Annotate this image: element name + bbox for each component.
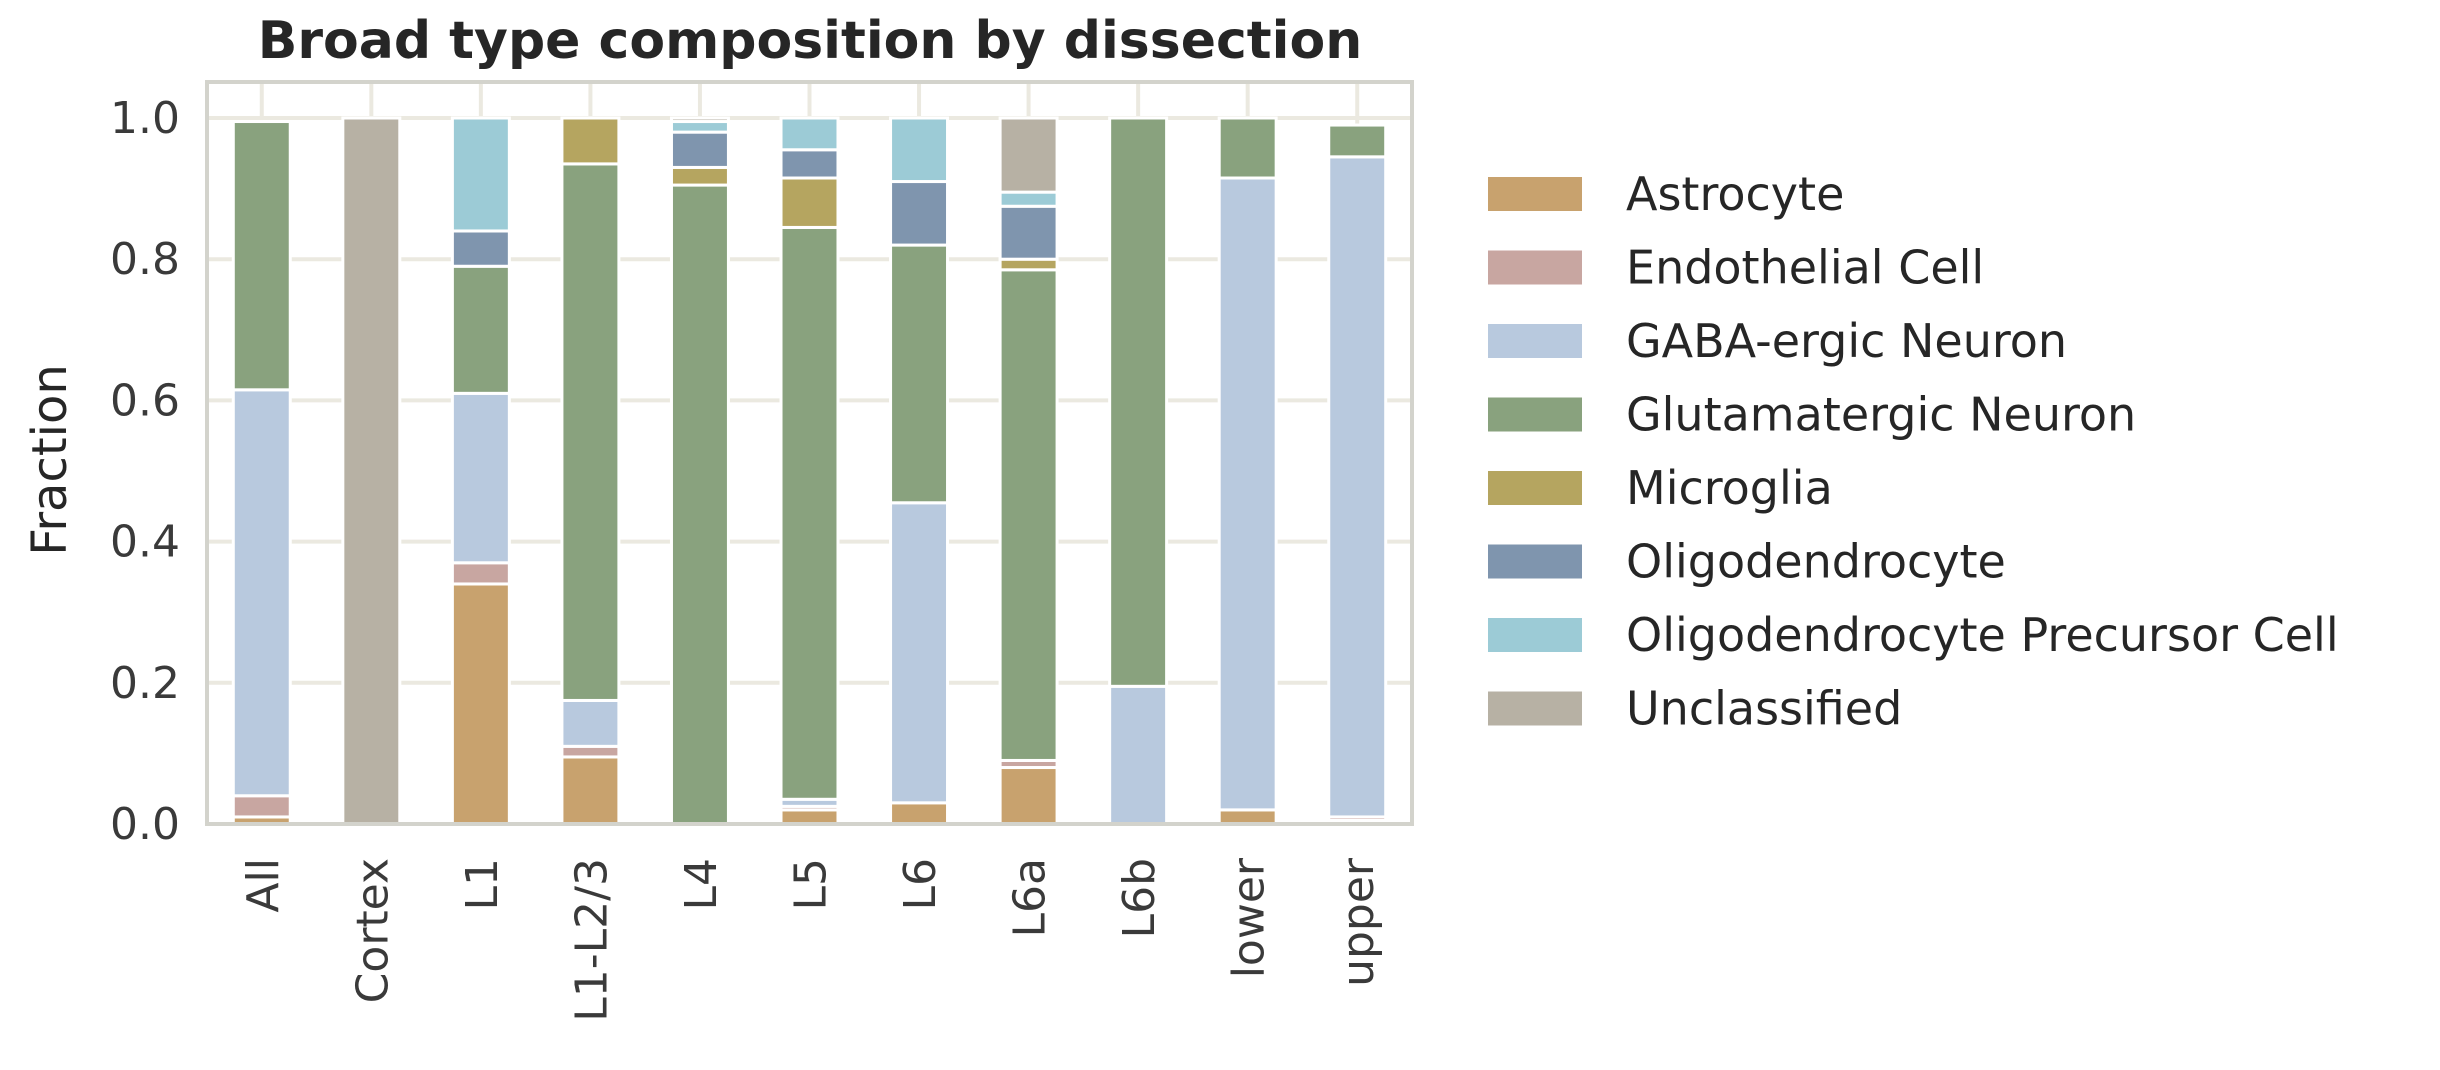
bar-segment	[1217, 116, 1278, 180]
x-tick-label: All	[238, 858, 289, 913]
bar-segment	[998, 204, 1059, 261]
bar-segment	[1327, 155, 1388, 819]
bar-segment	[560, 744, 621, 759]
chart-title: Broad type composition by dissection	[258, 11, 1362, 71]
bar-segment	[450, 391, 511, 565]
bar-segment	[998, 116, 1059, 194]
x-tick-label: L5	[786, 858, 837, 911]
bar-segment	[450, 229, 511, 268]
bar-segment	[779, 176, 840, 229]
bar-segment	[1327, 123, 1388, 159]
legend-label: Endothelial Cell	[1626, 241, 1984, 295]
bar-segment	[669, 130, 730, 169]
bar-segment	[1108, 684, 1169, 826]
bar-segment	[779, 148, 840, 180]
legend: Astrocyte Endothelial Cell GABA-ergic Neur…	[1488, 167, 2339, 736]
legend-label: Unclassified	[1626, 682, 1902, 736]
bar-segment	[450, 582, 511, 826]
x-tick-label: upper	[1333, 857, 1384, 987]
bar-segment	[560, 698, 621, 748]
y-tick-label: 0.4	[110, 517, 180, 568]
bar-segment	[889, 501, 950, 805]
legend-label: Astrocyte	[1626, 167, 1844, 221]
bar-segment	[889, 243, 950, 505]
y-axis-label: Fraction	[22, 364, 78, 556]
legend-swatch	[1488, 177, 1582, 211]
bar-segment	[1217, 808, 1278, 826]
legend-label: Oligodendrocyte	[1626, 535, 2006, 589]
x-tick-label: L1	[457, 858, 508, 911]
bar-segment	[669, 120, 730, 134]
legend-label: Oligodendrocyte Precursor Cell	[1626, 608, 2339, 662]
y-ticks: 0.0 0.2 0.4 0.6 0.8 1.0	[110, 93, 180, 850]
bar-segment	[450, 561, 511, 586]
legend-swatch	[1488, 618, 1582, 652]
y-tick-label: 0.6	[110, 375, 180, 426]
bar-segment	[231, 120, 292, 392]
bar-segment	[669, 183, 730, 826]
x-tick-label: L1-L2/3	[566, 858, 617, 1022]
bar-segment	[889, 116, 950, 184]
bar-segment	[669, 165, 730, 187]
y-tick-label: 0.0	[110, 799, 180, 850]
y-tick-label: 0.8	[110, 234, 180, 285]
bar-segment	[450, 264, 511, 395]
x-tick-label: L6b	[1114, 858, 1165, 938]
bar-segment	[560, 755, 621, 826]
legend-label: Glutamatergic Neuron	[1626, 388, 2136, 442]
bar-segment	[998, 257, 1059, 272]
x-tick-label: L6a	[1005, 858, 1056, 937]
y-tick-label: 0.2	[110, 658, 180, 709]
legend-swatch	[1488, 471, 1582, 505]
bar-segment	[998, 268, 1059, 762]
x-tick-label: Cortex	[347, 858, 398, 1003]
legend-label: GABA-ergic Neuron	[1626, 314, 2067, 368]
bar-segment	[998, 190, 1059, 208]
x-tick-label: lower	[1224, 857, 1275, 978]
legend-swatch	[1488, 250, 1582, 285]
bar-segment	[889, 801, 950, 826]
legend-swatch	[1488, 324, 1582, 358]
legend-swatch	[1488, 691, 1582, 726]
x-ticks: All Cortex L1 L1-L2/3 L4 L5 L6 L6a L6b lower upper	[238, 857, 1384, 1022]
bar-segment	[1108, 116, 1169, 688]
bar-segment	[560, 116, 621, 166]
bar-segment	[669, 116, 730, 124]
legend-swatch	[1488, 544, 1582, 579]
legend-swatch	[1488, 397, 1582, 432]
bar-segment	[1217, 176, 1278, 812]
bar-segment	[450, 116, 511, 233]
bar-segment	[231, 388, 292, 798]
plot-frame	[205, 80, 1414, 826]
bars	[231, 116, 1388, 826]
bar-segment	[889, 180, 950, 247]
bar-segment	[341, 116, 402, 826]
x-tick-label: L4	[676, 858, 727, 911]
x-tick-label: L6	[895, 858, 946, 911]
legend-label: Microglia	[1626, 461, 1833, 515]
bar-segment	[998, 766, 1059, 826]
bar-segment	[779, 116, 840, 152]
bar-segment	[560, 162, 621, 702]
bar-segment	[231, 794, 292, 819]
bar-segment	[779, 808, 840, 826]
bar-segment	[779, 225, 840, 801]
y-tick-label: 1.0	[110, 93, 180, 144]
